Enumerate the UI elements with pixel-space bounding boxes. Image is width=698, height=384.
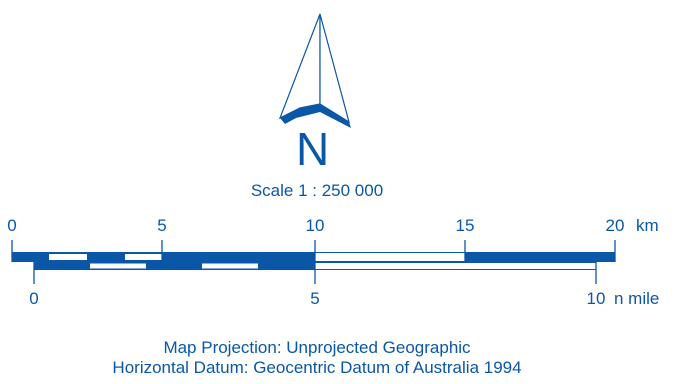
nmile-unit-label: n mile: [614, 289, 660, 308]
datum-note: Horizontal Datum: Geocentric Datum of Au…: [112, 358, 522, 377]
km-tick-label: 20: [605, 216, 625, 235]
nmile-scale-bar: [33, 262, 597, 284]
km-tick-label: 5: [157, 216, 167, 235]
north-label: N: [296, 123, 330, 175]
km-tick-label: 10: [305, 216, 325, 235]
km-tick-label: 15: [455, 216, 475, 235]
nmile-tick-label: 5: [310, 289, 320, 308]
projection-note: Map Projection: Unprojected Geographic: [163, 338, 471, 357]
km-scale-bar: [11, 240, 616, 262]
scale-ratio-label: Scale 1 : 250 000: [250, 181, 384, 200]
north-arrow-icon: [278, 13, 351, 128]
nmile-tick-label: 10: [586, 289, 606, 308]
km-tick-label: 0: [7, 216, 17, 235]
km-unit-label: km: [636, 216, 659, 235]
nmile-tick-label: 0: [29, 289, 39, 308]
